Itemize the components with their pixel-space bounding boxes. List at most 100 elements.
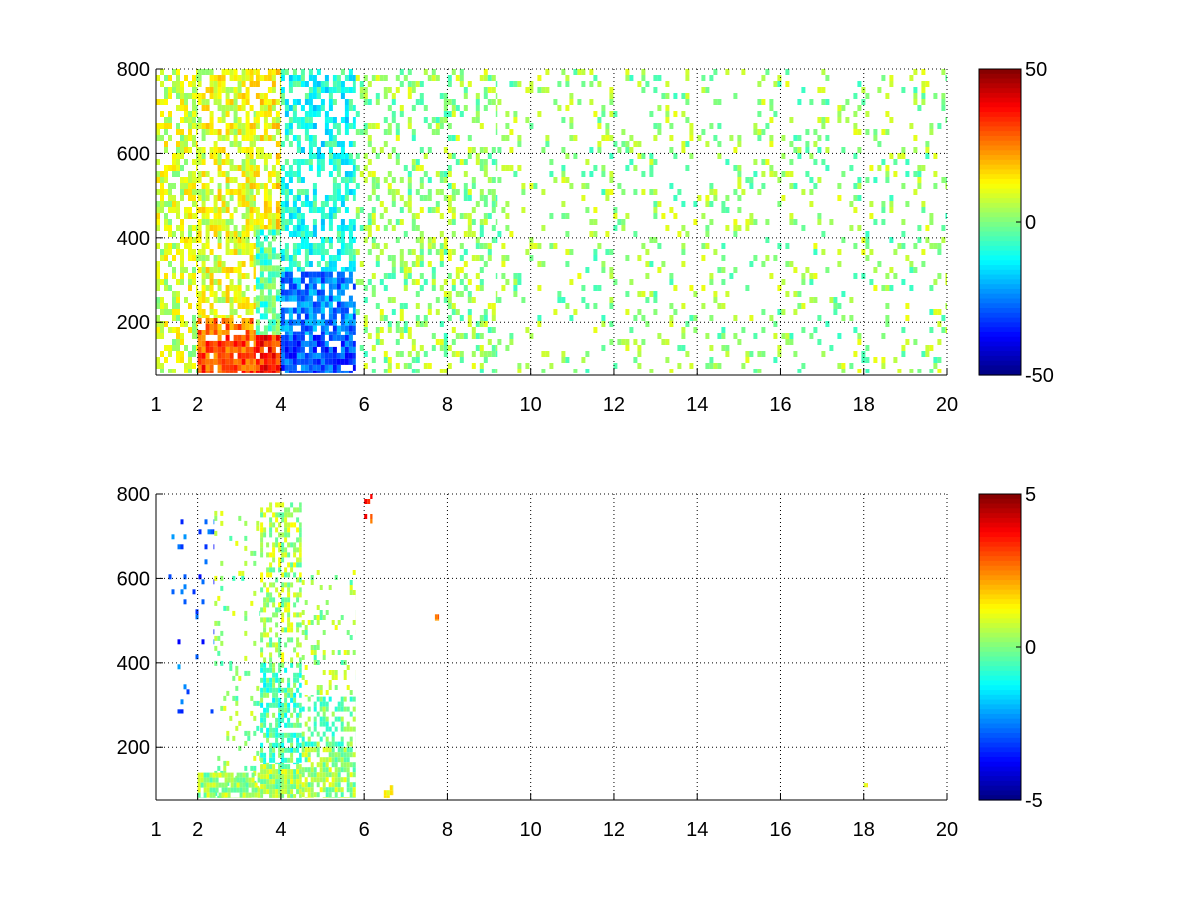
heatmap-cell (359, 225, 364, 231)
heatmap-cell (348, 243, 353, 249)
heatmap-cell (331, 736, 335, 742)
heatmap-cell (777, 345, 782, 351)
heatmap-cell (192, 237, 196, 243)
heatmap-cell (471, 297, 476, 303)
heatmap-cell (184, 213, 188, 219)
heatmap-cell (491, 309, 496, 315)
heatmap-cell (609, 339, 614, 345)
heatmap-cell (313, 726, 317, 732)
heatmap-cell (805, 129, 810, 135)
heatmap-cell (761, 183, 766, 189)
heatmap-cell (263, 183, 268, 189)
heatmap-cell (160, 255, 164, 261)
heatmap-cell (817, 213, 822, 219)
heatmap-cell (278, 762, 282, 765)
heatmap-cell (841, 315, 846, 321)
heatmap-cell (383, 795, 387, 798)
heatmap-cell (288, 213, 293, 219)
heatmap-cell (443, 111, 448, 117)
heatmap-cell (259, 93, 264, 99)
heatmap-cell (355, 207, 360, 213)
heatmap-cell (300, 123, 305, 129)
heatmap-cell (837, 303, 842, 309)
heatmap-cell (197, 75, 202, 81)
heatmap-cell (443, 333, 448, 339)
heatmap-cell (313, 767, 317, 773)
heatmap-cell (192, 105, 196, 111)
heatmap-cell (296, 225, 301, 231)
heatmap-cell (249, 364, 254, 371)
heatmap-cell (184, 99, 188, 105)
heatmap-cell (275, 607, 279, 613)
heatmap-cell (866, 783, 868, 788)
heatmap-cell (241, 135, 246, 141)
heatmap-cell (593, 285, 598, 291)
heatmap-cell (403, 327, 408, 333)
heatmap-cell (609, 297, 614, 303)
heatmap-cell (451, 99, 456, 105)
heatmap-cell (334, 752, 338, 758)
heatmap-cell (281, 552, 285, 558)
heatmap-cell (495, 105, 498, 111)
heatmap-cell (479, 345, 484, 351)
heatmap-cell (213, 93, 218, 99)
heatmap-cell (589, 147, 594, 153)
heatmap-cell (597, 117, 602, 123)
heatmap-cell (316, 741, 320, 747)
heatmap-cell (483, 159, 488, 165)
heatmap-cell (281, 702, 285, 708)
heatmap-cell (901, 345, 906, 351)
heatmap-cell (229, 189, 234, 195)
heatmap-cell (334, 787, 338, 793)
heatmap-cell (331, 721, 335, 727)
heatmap-cell (431, 345, 436, 351)
heatmap-cell (483, 105, 488, 111)
heatmap-cell (280, 307, 285, 314)
heatmap-cell (284, 722, 288, 728)
heatmap-cell (721, 207, 726, 213)
heatmap-cell (168, 345, 172, 351)
heatmap-cell (344, 105, 349, 111)
heatmap-cell (290, 747, 294, 753)
heatmap-cell (279, 325, 281, 332)
heatmap-cell (773, 171, 778, 177)
heatmap-cell (267, 307, 272, 314)
heatmap-cell (245, 69, 250, 75)
heatmap-cell (837, 111, 842, 117)
heatmap-cell (685, 93, 690, 99)
colorbar-swatch (979, 274, 1021, 280)
heatmap-cell (260, 547, 264, 553)
heatmap-cell (225, 249, 230, 255)
heatmap-cell (296, 747, 300, 753)
heatmap-cell (459, 291, 464, 297)
heatmap-cell (945, 117, 947, 123)
heatmap-cell (352, 325, 356, 332)
heatmap-cell (352, 249, 356, 255)
heatmap-cell (237, 93, 242, 99)
heatmap-cell (513, 111, 518, 117)
heatmap-cell (415, 261, 420, 267)
heatmap-cell (625, 75, 630, 81)
heatmap-cell (272, 672, 276, 678)
heatmap-cell (749, 183, 754, 189)
heatmap-cell (411, 105, 416, 111)
heatmap-cell (284, 747, 288, 753)
heatmap-cell (491, 177, 496, 183)
heatmap-cell (201, 315, 206, 318)
heatmap-cell (209, 117, 214, 123)
heatmap-cell (637, 153, 642, 159)
heatmap-cell (217, 135, 222, 141)
heatmap-cell (451, 279, 456, 285)
heatmap-cell (415, 213, 420, 219)
heatmap-cell (177, 709, 181, 714)
heatmap-cell (633, 189, 638, 195)
heatmap-cell (625, 141, 630, 147)
heatmap-cell (569, 93, 574, 99)
heatmap-cell (681, 201, 686, 207)
heatmap-cell (316, 696, 320, 702)
heatmap-cell (304, 129, 309, 135)
heatmap-cell (331, 797, 335, 798)
heatmap-cell (244, 610, 248, 616)
heatmap-cell (865, 129, 870, 135)
heatmap-cell (320, 331, 325, 335)
